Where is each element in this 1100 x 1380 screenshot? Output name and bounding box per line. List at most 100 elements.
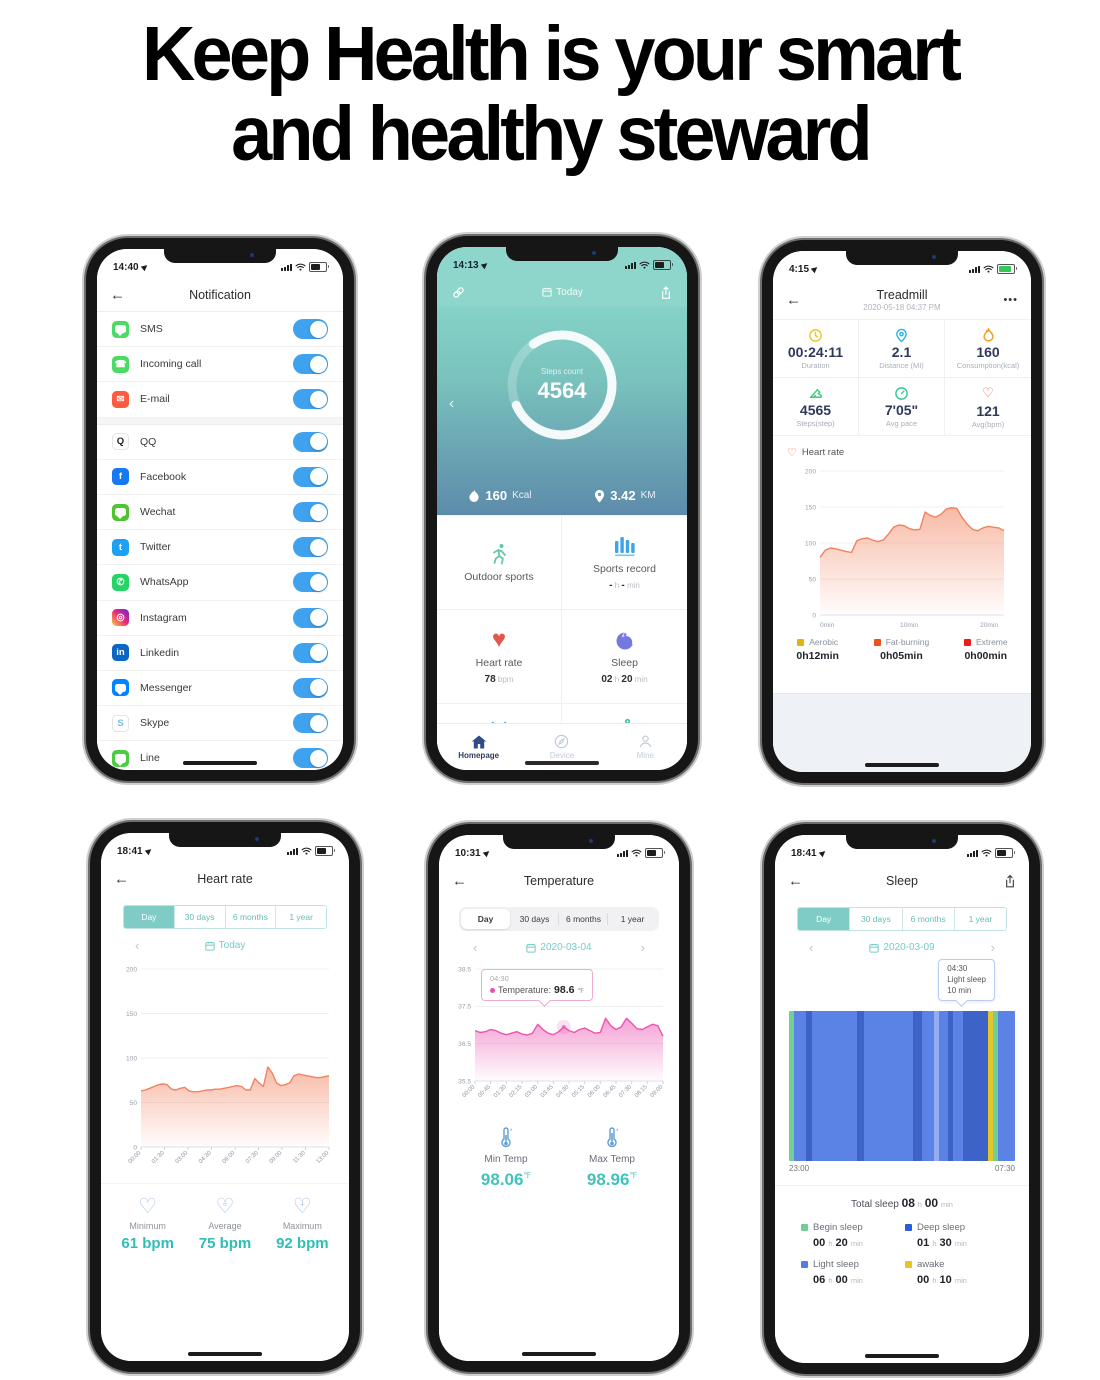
home-indicator[interactable] xyxy=(183,761,257,765)
range-tabs: Day 30 days 6 months 1 year xyxy=(459,907,659,931)
svg-text:50: 50 xyxy=(809,576,817,583)
tab-mine[interactable]: Mine xyxy=(604,724,687,770)
toggle-switch[interactable] xyxy=(293,537,328,558)
sleep-cell[interactable]: Sleep 02 h 20 min xyxy=(562,610,687,704)
today-selector[interactable]: Today xyxy=(542,287,583,298)
flame-icon xyxy=(982,327,995,343)
home-indicator[interactable] xyxy=(865,1354,939,1358)
sleep-timeline-chart xyxy=(789,1011,1015,1161)
sleep-segment-awake xyxy=(987,1011,994,1161)
heart-max-icon: ♡ + xyxy=(292,1195,312,1218)
home-indicator[interactable] xyxy=(522,1352,596,1356)
maximum-stat: ♡ + Maximum 92 bpm xyxy=(276,1195,329,1252)
wifi-icon xyxy=(295,263,306,271)
back-icon[interactable]: ← xyxy=(786,291,801,309)
prev-chevron[interactable]: ‹ xyxy=(473,940,478,955)
sleep-segment-light xyxy=(997,1011,1015,1161)
toggle-switch[interactable] xyxy=(293,642,328,663)
steps-progress-ring: Steps count 4564 xyxy=(498,321,626,449)
notification-label: E-mail xyxy=(140,393,170,406)
thermometer-icon: * xyxy=(607,1127,619,1148)
notification-row: ✉ E-mail xyxy=(97,382,343,418)
tab-1-year[interactable]: 1 year xyxy=(276,906,326,928)
tab-1-year[interactable]: 1 year xyxy=(620,914,645,924)
back-icon[interactable]: ← xyxy=(110,286,125,304)
prev-chevron[interactable]: ‹ xyxy=(135,938,140,953)
tab-30-days[interactable]: 30 days xyxy=(510,909,559,929)
toggle-switch[interactable] xyxy=(293,572,328,593)
treadmill-heart-rate-chart: 0 50 100 150 200 0min 10min 20min xyxy=(793,463,1011,631)
tab-6-months[interactable]: 6 months xyxy=(559,909,608,929)
tab-device[interactable]: Device xyxy=(520,724,603,770)
toggle-switch[interactable] xyxy=(293,466,328,487)
calendar-icon xyxy=(526,943,537,953)
tab-30-days[interactable]: 30 days xyxy=(174,906,226,928)
svg-text:09:00: 09:00 xyxy=(269,1150,284,1165)
date-selector[interactable]: 2020-03-04 xyxy=(526,942,592,953)
sports-record-cell[interactable]: Sports record - h - min xyxy=(562,516,687,610)
tab-day[interactable]: Day xyxy=(124,906,175,928)
link-icon[interactable] xyxy=(451,285,466,300)
temperature-day-chart: 35.5 36.5 37.5 38.5 00:00 00:45 01:30 02:15 03:0… xyxy=(448,961,670,1111)
home-indicator[interactable] xyxy=(865,763,939,767)
toggle-switch[interactable] xyxy=(293,319,328,340)
tab-30-days[interactable]: 30 days xyxy=(850,908,903,930)
calendar-icon xyxy=(869,943,880,953)
svg-text:09:00: 09:00 xyxy=(650,1084,665,1099)
toggle-switch[interactable] xyxy=(293,389,328,410)
toggle-switch[interactable] xyxy=(293,354,328,375)
legend-square xyxy=(905,1224,912,1231)
notification-row: ✆ WhatsApp xyxy=(97,565,343,601)
share-icon[interactable] xyxy=(659,285,673,300)
more-menu-icon[interactable]: ••• xyxy=(1003,294,1018,306)
tab-day[interactable]: Day xyxy=(798,908,851,930)
next-chevron[interactable]: › xyxy=(640,940,645,955)
email-icon: ✉ xyxy=(112,390,129,408)
toggle-switch[interactable] xyxy=(293,677,328,698)
signal-icon xyxy=(625,261,636,269)
sleep-segment-begin xyxy=(789,1011,794,1161)
sms-icon xyxy=(112,320,129,338)
toggle-switch[interactable] xyxy=(293,607,328,628)
status-time: 18:41 xyxy=(117,846,153,857)
back-icon[interactable]: ← xyxy=(788,872,803,890)
skype-icon: S xyxy=(112,714,129,732)
sleep-segment-light xyxy=(939,1011,949,1161)
status-time: 18:41 xyxy=(791,848,827,859)
phone-notch xyxy=(846,250,958,265)
notification-row: SMS xyxy=(97,312,343,348)
sleep-legend-item: awake 00 h 10 min xyxy=(905,1259,1003,1286)
line-icon xyxy=(112,749,129,767)
date-row: ‹ Today › xyxy=(135,938,315,953)
toggle-switch[interactable] xyxy=(293,431,328,452)
heart-rate-cell[interactable]: ♥ Heart rate 78 bpm xyxy=(437,610,562,704)
tab-6-months[interactable]: 6 months xyxy=(902,908,955,930)
tab-day[interactable]: Day xyxy=(461,909,510,929)
tab-1-year[interactable]: 1 year xyxy=(954,908,1006,930)
tab-homepage[interactable]: Homepage xyxy=(437,724,520,770)
svg-text:200: 200 xyxy=(126,966,137,973)
stat-value: 4565 xyxy=(799,401,832,418)
sleep-segment-light xyxy=(793,1011,806,1161)
outdoor-sports-cell[interactable]: Outdoor sports xyxy=(437,516,562,610)
date-selector[interactable]: 2020-03-09 xyxy=(869,942,935,953)
temperature-tooltip: 04:30 Temperature: 98.6 ℉ xyxy=(481,969,594,1001)
notification-row: ☎ Incoming call xyxy=(97,347,343,383)
back-icon[interactable]: ← xyxy=(114,870,129,888)
tab-6-months[interactable]: 6 months xyxy=(225,906,277,928)
toggle-switch[interactable] xyxy=(293,748,328,769)
heart-rate-title: Heart rate xyxy=(197,872,253,886)
date-selector[interactable]: Today xyxy=(204,940,245,951)
share-icon[interactable] xyxy=(1003,874,1017,889)
svg-text:20min: 20min xyxy=(980,622,998,629)
svg-text:50: 50 xyxy=(130,1100,138,1107)
next-chevron[interactable]: › xyxy=(990,940,995,955)
toggle-switch[interactable] xyxy=(293,502,328,523)
home-indicator[interactable] xyxy=(188,1352,262,1356)
prev-day-chevron[interactable]: ‹ xyxy=(449,395,455,412)
home-indicator[interactable] xyxy=(525,761,599,765)
toggle-switch[interactable] xyxy=(293,713,328,734)
stat-label: Distance (MI) xyxy=(879,360,924,370)
back-icon[interactable]: ← xyxy=(452,872,467,890)
prev-chevron[interactable]: ‹ xyxy=(809,940,814,955)
